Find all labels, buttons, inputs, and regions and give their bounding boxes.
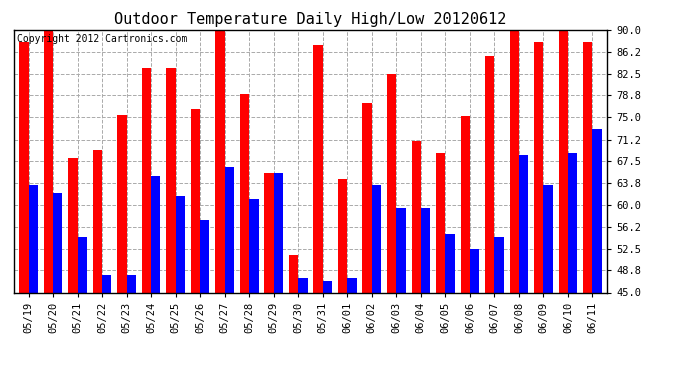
Bar (200, 220, 210, 292)
Bar (53, 194, 62, 292)
Bar (19, 42, 28, 292)
Bar (510, 30, 519, 292)
Bar (43, 30, 53, 292)
Bar (362, 103, 372, 292)
Bar (264, 173, 274, 292)
Bar (126, 275, 136, 292)
Bar (68, 158, 77, 292)
Bar (485, 56, 495, 292)
Bar (77, 237, 87, 292)
Bar (249, 199, 259, 292)
Bar (436, 153, 445, 292)
Bar (117, 115, 126, 292)
Title: Outdoor Temperature Daily High/Low 20120612: Outdoor Temperature Daily High/Low 20120… (115, 12, 506, 27)
Bar (583, 42, 593, 292)
Bar (102, 275, 111, 292)
Bar (313, 45, 323, 292)
Bar (28, 184, 38, 292)
Bar (372, 184, 381, 292)
Bar (519, 155, 529, 292)
Bar (445, 234, 455, 292)
Bar (176, 196, 185, 292)
Bar (240, 94, 249, 292)
Bar (289, 255, 298, 292)
Bar (191, 109, 200, 292)
Bar (460, 116, 470, 292)
Bar (421, 208, 430, 292)
Bar (166, 68, 176, 292)
Text: Copyright 2012 Cartronics.com: Copyright 2012 Cartronics.com (17, 34, 187, 44)
Bar (568, 153, 578, 292)
Bar (338, 179, 347, 292)
Bar (215, 30, 225, 292)
Bar (411, 141, 421, 292)
Bar (534, 42, 544, 292)
Bar (559, 30, 568, 292)
Bar (274, 173, 283, 292)
Bar (387, 74, 396, 292)
Bar (495, 237, 504, 292)
Bar (470, 249, 479, 292)
Bar (92, 150, 102, 292)
Bar (544, 184, 553, 292)
Bar (151, 176, 161, 292)
Bar (323, 281, 332, 292)
Bar (142, 68, 151, 292)
Bar (347, 278, 357, 292)
Bar (396, 208, 406, 292)
Bar (593, 129, 602, 292)
Bar (225, 167, 234, 292)
Bar (298, 278, 308, 292)
